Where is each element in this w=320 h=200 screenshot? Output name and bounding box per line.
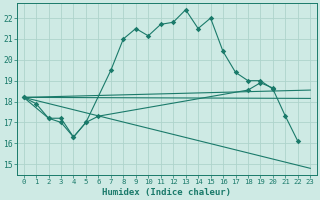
- X-axis label: Humidex (Indice chaleur): Humidex (Indice chaleur): [102, 188, 231, 197]
